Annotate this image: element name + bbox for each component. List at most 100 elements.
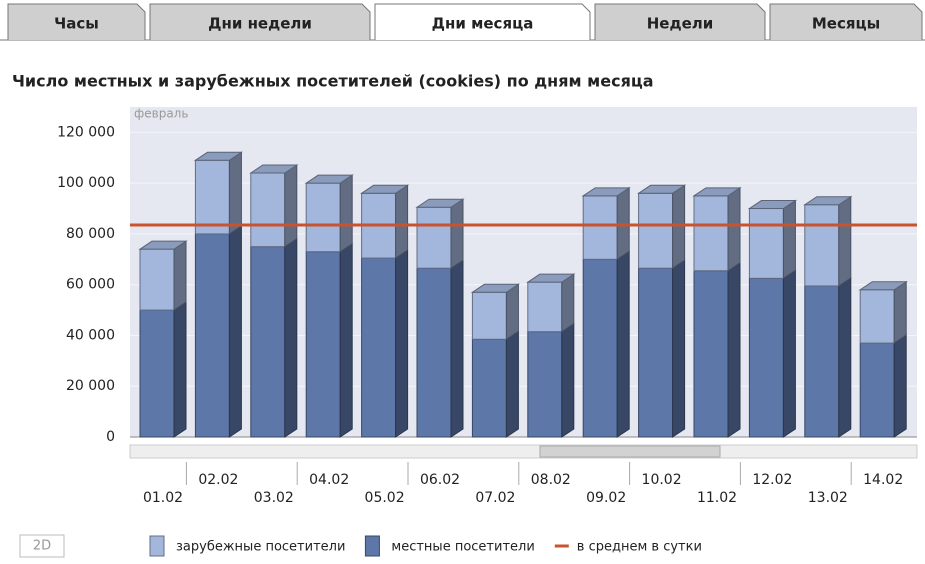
bar [471,291,507,340]
bar [748,208,784,279]
bar-side [782,269,796,438]
x-tick-label: 10.02 [642,472,682,488]
bar-top [470,283,521,293]
bar [859,342,895,438]
y-tick-label: 0 [106,429,115,445]
tab[interactable] [7,3,146,40]
chart-subtitle: февраль [134,107,188,121]
x-tick-label: 09.02 [586,490,626,506]
bar [416,206,452,269]
x-tick-label: 03.02 [254,490,294,506]
bar [305,251,341,438]
bar-side [672,184,686,270]
bar-side [284,237,298,438]
y-tick-label: 100 000 [57,175,115,191]
plot-area [130,107,917,437]
bar-top [526,273,576,283]
y-tick-label: 20 000 [66,378,115,394]
bar-side [450,259,464,438]
x-tick-label: 12.02 [752,472,792,488]
bar-side [339,174,353,253]
bar-top [581,187,631,197]
bar [804,285,840,438]
bar [859,289,895,344]
bar-top [304,174,354,184]
bar-top [747,200,798,210]
bar-side [838,195,852,287]
legend-label: в среднем в сутки [577,540,702,555]
bar [194,233,230,438]
bar-top [803,196,853,206]
y-tick-label: 80 000 [66,226,115,242]
bar [582,258,618,438]
bar-top [692,187,742,197]
bar [638,267,674,438]
bar-side [173,240,187,312]
bar-side [505,330,519,438]
bar [250,246,286,438]
bar [139,309,175,438]
bar [804,204,840,287]
bar [361,257,397,438]
bar-top [636,184,687,194]
scroll-thumb[interactable] [539,445,721,458]
tab[interactable] [149,3,371,40]
tab-label[interactable]: Часы [54,15,99,33]
bar-side [893,334,907,438]
mode-button[interactable] [19,534,65,558]
bar [527,331,563,438]
legend-swatch [149,535,165,557]
x-tick-label: 04.02 [309,472,349,488]
bar-top [415,198,465,208]
tab-label[interactable]: Недели [647,15,714,33]
bar-side [339,242,353,438]
x-tick-label: 08.02 [531,472,571,488]
bar-side [450,198,464,270]
bar-side [727,186,741,272]
mode-label[interactable]: 2D [33,539,51,554]
bar-side [782,199,796,280]
bar-top [193,151,244,161]
bar-side [616,250,630,438]
x-tick-label: 11.02 [697,490,737,506]
bar-top [249,164,299,174]
tab[interactable] [374,3,591,40]
scrollbar[interactable] [129,444,918,459]
bar [748,277,784,438]
tab[interactable] [594,3,766,40]
bar-side [228,224,242,438]
y-tick-label: 40 000 [66,327,115,343]
x-tick-label: 01.02 [143,490,183,506]
x-tick-label: 02.02 [198,472,238,488]
tab-label[interactable]: Дни месяца [432,15,534,33]
bar [471,338,507,438]
bar [416,267,452,438]
bar [250,172,286,248]
bar [527,281,563,333]
bar-top [359,184,410,194]
bar-side [727,261,741,438]
bar-side [561,322,575,438]
bar-side [284,164,298,248]
tab-label[interactable]: Дни недели [208,15,312,33]
bar [305,182,341,253]
bar-top [858,281,908,291]
bar-side [505,283,519,341]
tab[interactable] [769,3,923,40]
chart-title: Число местных и зарубежных посетителей (… [12,72,654,91]
x-tick-label: 05.02 [365,490,405,506]
bar-side [395,184,409,259]
bar [139,248,175,311]
legend-label: зарубежные посетители [176,540,345,555]
bar-side [672,259,686,438]
bar [638,192,674,269]
y-tick-label: 60 000 [66,277,115,293]
legend-label: местные посетители [391,540,534,555]
legend-swatch [364,535,380,557]
bar-side [893,280,907,345]
bar-side [395,249,409,438]
x-tick-label: 14.02 [863,472,903,488]
bar-side [838,277,852,438]
tab-label[interactable]: Месяцы [812,15,880,33]
